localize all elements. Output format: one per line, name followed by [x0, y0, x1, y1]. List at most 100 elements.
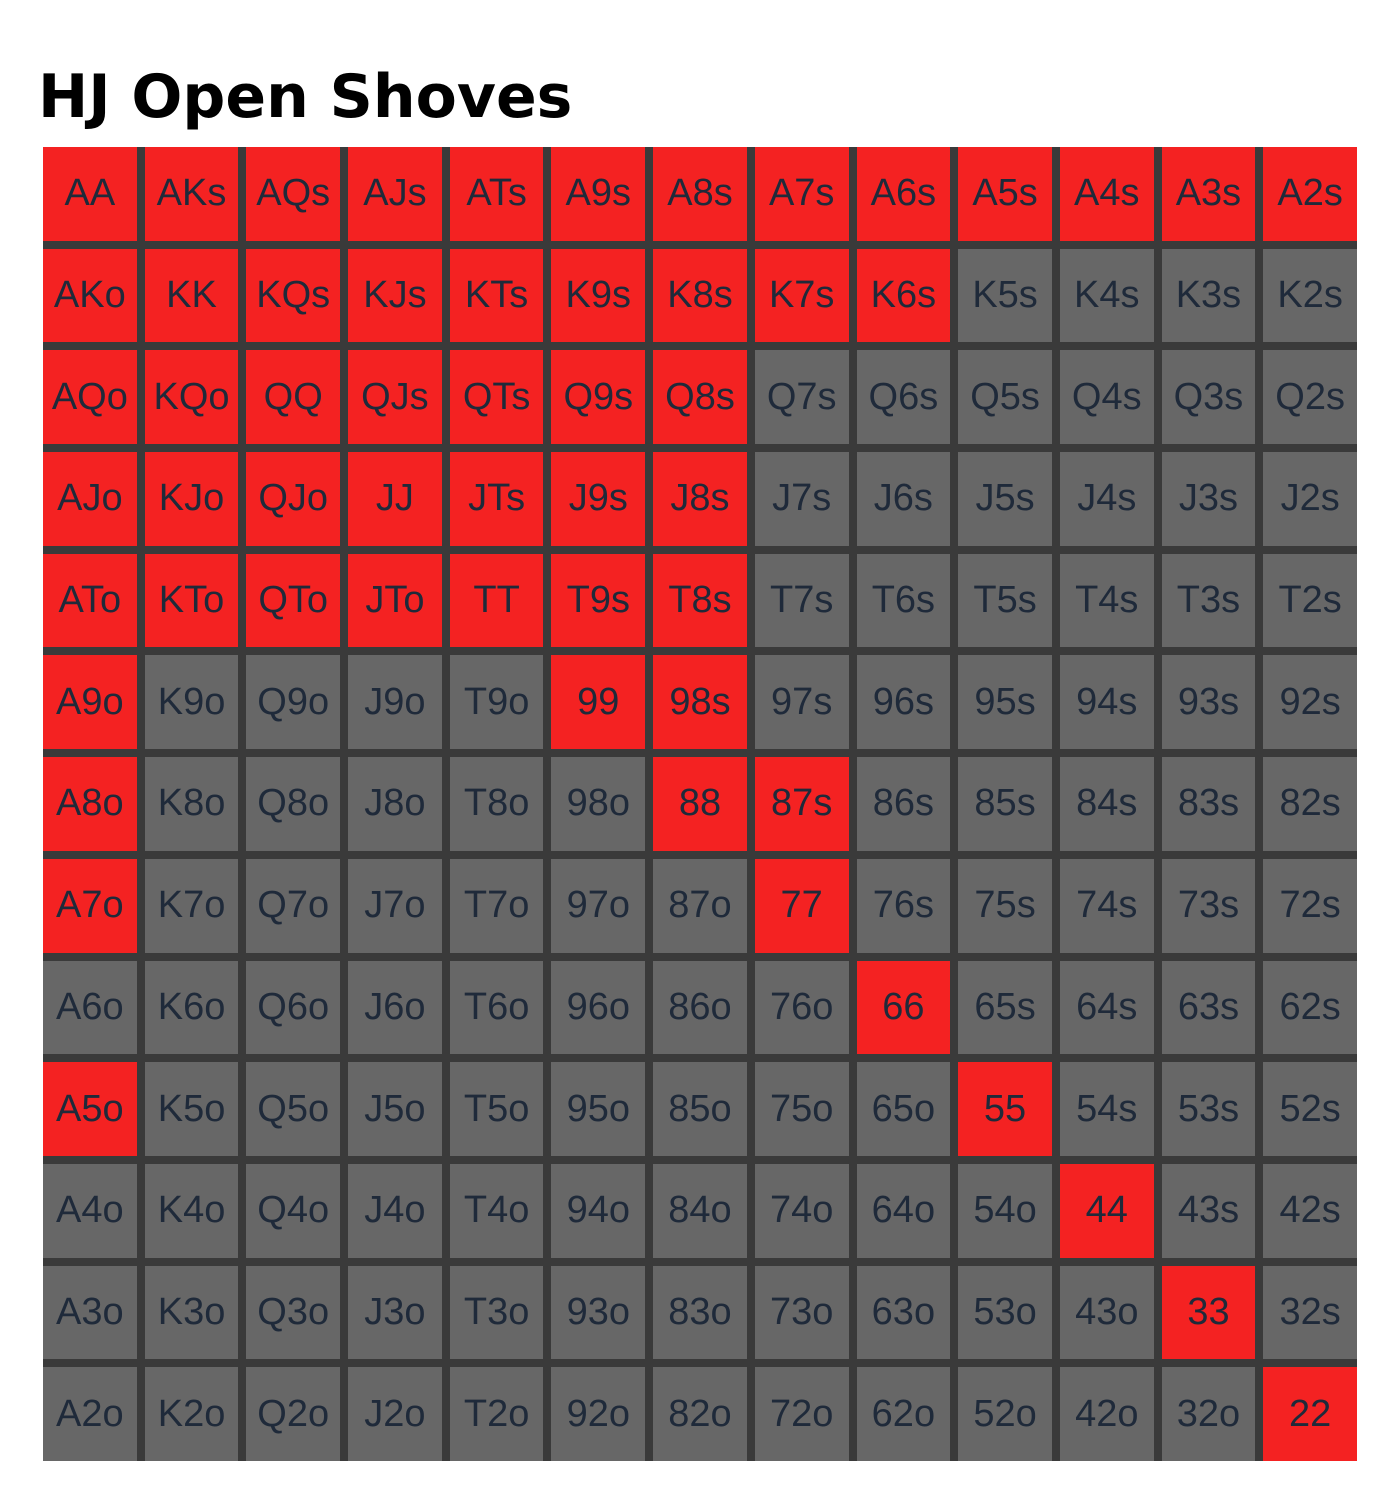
hand-cell-A4o: A4o: [43, 1163, 137, 1258]
hand-cell-Q5o: Q5o: [246, 1062, 341, 1156]
hand-cell-T7s: T7s: [754, 553, 849, 648]
hand-cell-KTo: KTo: [144, 553, 239, 648]
hand-cell-K5o: K5o: [144, 1062, 239, 1156]
hand-cell-A2o: A2o: [43, 1367, 137, 1461]
hand-cell-AQs: AQs: [246, 147, 341, 241]
hand-cell-55: 55: [958, 1062, 1052, 1156]
hand-cell-86s: 86s: [856, 757, 951, 851]
hand-cell-JTs: JTs: [449, 452, 544, 546]
hand-cell-AJs: AJs: [348, 147, 442, 241]
hand-cell-JJ: JJ: [348, 452, 442, 546]
hand-cell-62o: 62o: [856, 1367, 951, 1461]
hand-cell-T2s: T2s: [1263, 553, 1357, 648]
hand-cell-75o: 75o: [754, 1062, 849, 1156]
hand-cell-44: 44: [1059, 1163, 1154, 1258]
hand-cell-85o: 85o: [653, 1062, 747, 1156]
hand-cell-85s: 85s: [958, 757, 1052, 851]
hand-cell-K3o: K3o: [144, 1265, 239, 1360]
hand-cell-K9s: K9s: [551, 248, 646, 343]
hand-cell-J3o: J3o: [348, 1265, 442, 1360]
hand-cell-54s: 54s: [1059, 1062, 1154, 1156]
hand-cell-K2s: K2s: [1263, 248, 1357, 343]
hand-cell-QJo: QJo: [246, 452, 341, 546]
hand-cell-TT: TT: [449, 553, 544, 648]
hand-cell-KQs: KQs: [246, 248, 341, 343]
hand-cell-Q5s: Q5s: [958, 350, 1052, 445]
hand-cell-K7s: K7s: [754, 248, 849, 343]
hand-cell-63s: 63s: [1161, 960, 1256, 1055]
hand-cell-J4o: J4o: [348, 1163, 442, 1258]
hand-cell-A9s: A9s: [551, 147, 646, 241]
hand-cell-52s: 52s: [1263, 1062, 1357, 1156]
hand-cell-T9o: T9o: [449, 655, 544, 750]
hand-cell-Q3s: Q3s: [1161, 350, 1256, 445]
hand-cell-KTs: KTs: [449, 248, 544, 343]
hand-cell-Q2o: Q2o: [246, 1367, 341, 1461]
hand-cell-66: 66: [856, 960, 951, 1055]
hand-cell-88: 88: [653, 757, 747, 851]
hand-cell-72s: 72s: [1263, 858, 1357, 953]
hand-cell-A4s: A4s: [1059, 147, 1154, 241]
hand-cell-64s: 64s: [1059, 960, 1154, 1055]
hand-cell-73s: 73s: [1161, 858, 1256, 953]
hand-cell-ATs: ATs: [449, 147, 544, 241]
hand-cell-74s: 74s: [1059, 858, 1154, 953]
hand-cell-A3o: A3o: [43, 1265, 137, 1360]
hand-cell-J5s: J5s: [958, 452, 1052, 546]
hand-cell-64o: 64o: [856, 1163, 951, 1258]
hand-cell-94s: 94s: [1059, 655, 1154, 750]
hand-cell-92s: 92s: [1263, 655, 1357, 750]
hand-cell-K4o: K4o: [144, 1163, 239, 1258]
hand-cell-K6s: K6s: [856, 248, 951, 343]
hand-cell-J4s: J4s: [1059, 452, 1154, 546]
hand-cell-Q4o: Q4o: [246, 1163, 341, 1258]
hand-cell-92o: 92o: [551, 1367, 646, 1461]
hand-cell-Q9o: Q9o: [246, 655, 341, 750]
hand-cell-75s: 75s: [958, 858, 1052, 953]
hand-cell-53s: 53s: [1161, 1062, 1256, 1156]
hand-cell-83s: 83s: [1161, 757, 1256, 851]
hand-cell-86o: 86o: [653, 960, 747, 1055]
hand-cell-J8o: J8o: [348, 757, 442, 851]
hand-cell-A6o: A6o: [43, 960, 137, 1055]
hand-cell-93o: 93o: [551, 1265, 646, 1360]
hand-cell-43o: 43o: [1059, 1265, 1154, 1360]
hand-cell-J2s: J2s: [1263, 452, 1357, 546]
hand-cell-AKs: AKs: [144, 147, 239, 241]
hand-cell-77: 77: [754, 858, 849, 953]
hand-cell-52o: 52o: [958, 1367, 1052, 1461]
hand-cell-82o: 82o: [653, 1367, 747, 1461]
hand-cell-65o: 65o: [856, 1062, 951, 1156]
hand-cell-53o: 53o: [958, 1265, 1052, 1360]
hand-cell-97s: 97s: [754, 655, 849, 750]
hand-cell-J3s: J3s: [1161, 452, 1256, 546]
hand-cell-Q8s: Q8s: [653, 350, 747, 445]
hand-cell-QJs: QJs: [348, 350, 442, 445]
hand-cell-T2o: T2o: [449, 1367, 544, 1461]
hand-cell-QTo: QTo: [246, 553, 341, 648]
hand-cell-T4s: T4s: [1059, 553, 1154, 648]
hand-cell-A6s: A6s: [856, 147, 951, 241]
hand-cell-A3s: A3s: [1161, 147, 1256, 241]
hand-cell-T7o: T7o: [449, 858, 544, 953]
hand-cell-Q3o: Q3o: [246, 1265, 341, 1360]
hand-cell-A5s: A5s: [958, 147, 1052, 241]
hand-cell-KQo: KQo: [144, 350, 239, 445]
hand-cell-K7o: K7o: [144, 858, 239, 953]
hand-cell-97o: 97o: [551, 858, 646, 953]
hand-cell-T5o: T5o: [449, 1062, 544, 1156]
hand-cell-J8s: J8s: [653, 452, 747, 546]
chart-title: HJ Open Shoves: [38, 62, 573, 132]
hand-cell-K3s: K3s: [1161, 248, 1256, 343]
hand-cell-73o: 73o: [754, 1265, 849, 1360]
hand-cell-99: 99: [551, 655, 646, 750]
hand-cell-62s: 62s: [1263, 960, 1357, 1055]
hand-cell-95o: 95o: [551, 1062, 646, 1156]
hand-cell-QTs: QTs: [449, 350, 544, 445]
hand-cell-96s: 96s: [856, 655, 951, 750]
hand-cell-72o: 72o: [754, 1367, 849, 1461]
hand-cell-Q8o: Q8o: [246, 757, 341, 851]
hand-cell-AJo: AJo: [43, 452, 137, 546]
hand-cell-J7o: J7o: [348, 858, 442, 953]
hand-cell-J7s: J7s: [754, 452, 849, 546]
